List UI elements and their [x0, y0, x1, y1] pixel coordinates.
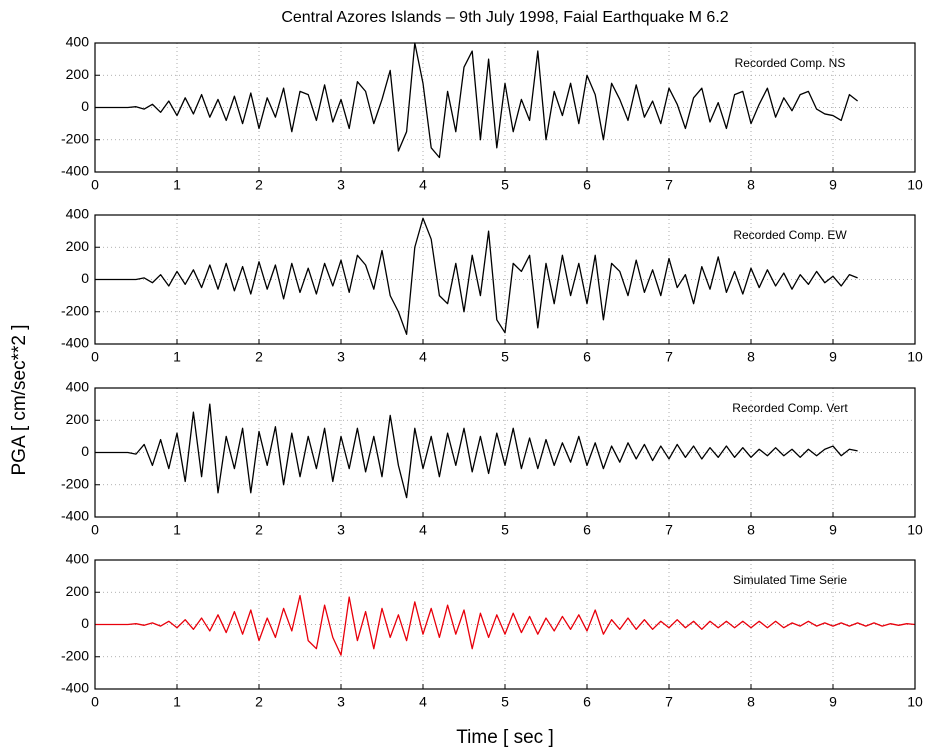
x-tick-label: 1 — [173, 177, 181, 193]
x-tick-label: 5 — [501, 522, 509, 538]
x-tick-label: 10 — [907, 522, 923, 538]
y-tick-label: 400 — [66, 379, 90, 395]
figure-title: Central Azores Islands – 9th July 1998, … — [281, 9, 728, 26]
y-tick-label: 200 — [66, 66, 90, 82]
y-tick-label: 0 — [81, 615, 89, 631]
x-tick-label: 5 — [501, 694, 509, 710]
x-tick-label: 9 — [829, 694, 837, 710]
y-tick-label: 0 — [81, 98, 89, 114]
y-tick-label: -400 — [61, 508, 89, 524]
panel: 0 1 2 3 4 5 6 7 8 9 10 -400 -200 0 200 400 Recorded Comp… — [61, 34, 923, 193]
x-tick-label: 8 — [747, 694, 755, 710]
x-tick-label: 8 — [747, 177, 755, 193]
x-tick-label: 3 — [337, 177, 345, 193]
y-tick-label: 200 — [66, 238, 90, 254]
x-tick-label: 2 — [255, 349, 263, 365]
plot-frame — [94, 559, 916, 690]
plot-frame — [94, 214, 916, 345]
x-tick-label: 8 — [747, 349, 755, 365]
x-tick-label: 4 — [419, 694, 427, 710]
x-tick-label: 1 — [173, 694, 181, 710]
y-tick-label: 400 — [66, 551, 90, 567]
x-tick-label: 4 — [419, 349, 427, 365]
x-tick-label: 9 — [829, 522, 837, 538]
x-tick-label: 0 — [91, 349, 99, 365]
x-axis-label: Time [ sec ] — [456, 727, 553, 748]
x-tick-label: 2 — [255, 177, 263, 193]
y-tick-label: 200 — [66, 583, 90, 599]
y-axis-label: PGA [ cm/sec**2 ] — [9, 325, 30, 476]
x-tick-label: 10 — [907, 694, 923, 710]
waveform — [95, 42, 859, 159]
x-tick-label: 5 — [501, 349, 509, 365]
x-tick-label: 3 — [337, 522, 345, 538]
x-tick-label: 6 — [583, 177, 591, 193]
annotation: Recorded Comp. EW — [733, 228, 847, 242]
y-tick-label: 400 — [66, 206, 90, 222]
y-tick-label: -200 — [61, 302, 89, 318]
annotation: Simulated Time Serie — [733, 573, 847, 587]
y-tick-label: -400 — [61, 680, 89, 696]
x-tick-label: 8 — [747, 522, 755, 538]
y-tick-label: -200 — [61, 475, 89, 491]
x-tick-label: 7 — [665, 694, 673, 710]
x-tick-label: 10 — [907, 177, 923, 193]
x-tick-label: 1 — [173, 522, 181, 538]
x-tick-label: 3 — [337, 349, 345, 365]
x-tick-label: 4 — [419, 177, 427, 193]
x-tick-label: 6 — [583, 349, 591, 365]
y-tick-label: 400 — [66, 34, 90, 50]
y-tick-label: 0 — [81, 270, 89, 286]
x-tick-label: 5 — [501, 177, 509, 193]
panel: 0 1 2 3 4 5 6 7 8 9 10 -400 -200 0 200 400 Simulated Tim… — [61, 551, 923, 710]
x-tick-label: 2 — [255, 522, 263, 538]
waveform — [95, 594, 916, 656]
x-tick-label: 6 — [583, 522, 591, 538]
annotation: Recorded Comp. Vert — [732, 401, 848, 415]
panel: 0 1 2 3 4 5 6 7 8 9 10 -400 -200 0 200 400 Recorded Comp… — [61, 206, 923, 365]
y-tick-label: -200 — [61, 647, 89, 663]
x-tick-label: 9 — [829, 177, 837, 193]
waveform — [95, 217, 858, 335]
panel: 0 1 2 3 4 5 6 7 8 9 10 -400 -200 0 200 400 Recorded Comp… — [61, 379, 923, 538]
waveform — [95, 403, 858, 499]
plot-frame — [94, 42, 916, 173]
y-tick-label: 0 — [81, 443, 89, 459]
annotation: Recorded Comp. NS — [735, 56, 846, 70]
x-tick-label: 6 — [583, 694, 591, 710]
x-tick-label: 2 — [255, 694, 263, 710]
x-tick-label: 0 — [91, 177, 99, 193]
x-tick-label: 0 — [91, 522, 99, 538]
x-tick-label: 0 — [91, 694, 99, 710]
x-tick-label: 3 — [337, 694, 345, 710]
x-tick-label: 10 — [907, 349, 923, 365]
plot-frame — [94, 387, 916, 518]
x-tick-label: 9 — [829, 349, 837, 365]
x-tick-label: 7 — [665, 177, 673, 193]
y-tick-label: -400 — [61, 335, 89, 351]
x-tick-label: 4 — [419, 522, 427, 538]
y-tick-label: 200 — [66, 411, 90, 427]
x-tick-label: 7 — [665, 349, 673, 365]
y-tick-label: -200 — [61, 130, 89, 146]
x-tick-label: 1 — [173, 349, 181, 365]
y-tick-label: -400 — [61, 163, 89, 179]
x-tick-label: 7 — [665, 522, 673, 538]
